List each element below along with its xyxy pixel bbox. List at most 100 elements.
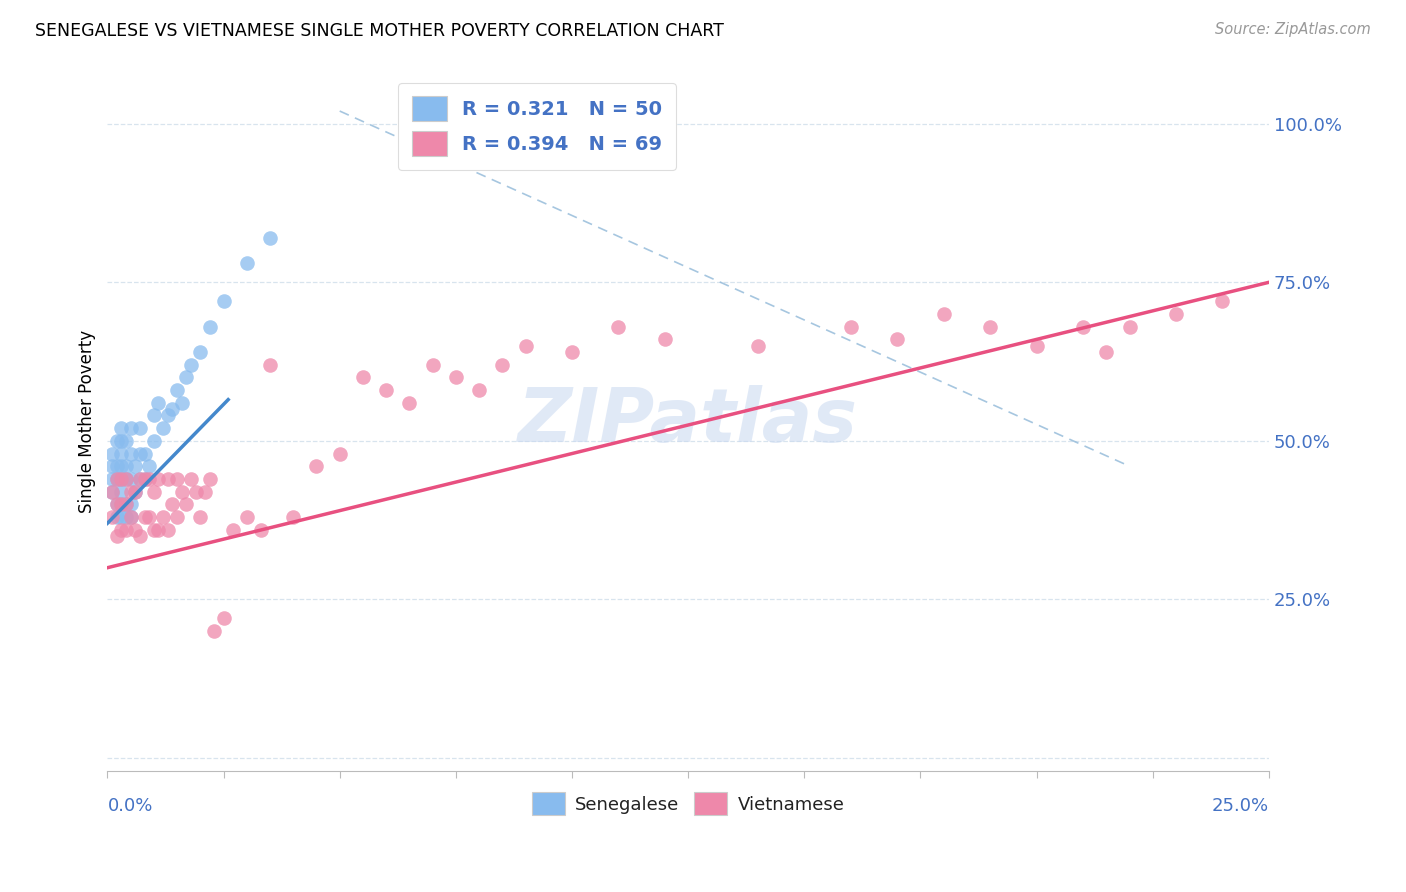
- Point: [110, 472, 132, 486]
- Point: [105, 497, 128, 511]
- Point: [115, 497, 138, 511]
- Point: [176, 370, 198, 384]
- Point: [329, 446, 352, 460]
- Point: [138, 472, 160, 486]
- Point: [468, 383, 491, 397]
- Point: [170, 396, 193, 410]
- Point: [101, 472, 124, 486]
- Point: [110, 472, 132, 486]
- Point: [156, 523, 179, 537]
- Point: [491, 358, 513, 372]
- Point: [148, 523, 170, 537]
- Point: [1164, 307, 1187, 321]
- Text: 25.0%: 25.0%: [1212, 797, 1270, 815]
- Point: [176, 497, 198, 511]
- Point: [839, 319, 862, 334]
- Point: [607, 319, 630, 334]
- Point: [259, 358, 281, 372]
- Point: [422, 358, 444, 372]
- Point: [152, 421, 174, 435]
- Point: [156, 409, 179, 423]
- Point: [101, 484, 124, 499]
- Point: [101, 446, 124, 460]
- Point: [124, 459, 146, 474]
- Point: [105, 472, 128, 486]
- Point: [101, 459, 124, 474]
- Point: [110, 446, 132, 460]
- Point: [120, 497, 142, 511]
- Point: [198, 319, 221, 334]
- Y-axis label: Single Mother Poverty: Single Mother Poverty: [79, 330, 96, 514]
- Point: [305, 459, 328, 474]
- Point: [110, 497, 132, 511]
- Point: [152, 510, 174, 524]
- Point: [115, 497, 138, 511]
- Point: [236, 256, 259, 270]
- Point: [222, 523, 245, 537]
- Point: [120, 510, 142, 524]
- Point: [375, 383, 398, 397]
- Point: [115, 523, 138, 537]
- Point: [561, 345, 583, 359]
- Point: [444, 370, 467, 384]
- Point: [979, 319, 1001, 334]
- Point: [148, 472, 170, 486]
- Point: [188, 510, 211, 524]
- Point: [124, 523, 146, 537]
- Point: [134, 472, 156, 486]
- Point: [398, 396, 420, 410]
- Point: [352, 370, 374, 384]
- Point: [156, 472, 179, 486]
- Point: [142, 484, 165, 499]
- Point: [212, 294, 235, 309]
- Point: [134, 472, 156, 486]
- Point: [198, 472, 221, 486]
- Text: SENEGALESE VS VIETNAMESE SINGLE MOTHER POVERTY CORRELATION CHART: SENEGALESE VS VIETNAMESE SINGLE MOTHER P…: [35, 22, 724, 40]
- Point: [202, 624, 225, 639]
- Point: [120, 421, 142, 435]
- Point: [1118, 319, 1140, 334]
- Point: [1095, 345, 1118, 359]
- Point: [886, 332, 908, 346]
- Point: [515, 339, 537, 353]
- Point: [212, 611, 235, 625]
- Point: [105, 472, 128, 486]
- Point: [249, 523, 271, 537]
- Text: ZIPatlas: ZIPatlas: [519, 385, 858, 458]
- Point: [747, 339, 769, 353]
- Point: [170, 484, 193, 499]
- Point: [105, 510, 128, 524]
- Point: [110, 434, 132, 448]
- Point: [120, 446, 142, 460]
- Point: [162, 402, 184, 417]
- Point: [1025, 339, 1047, 353]
- Point: [110, 459, 132, 474]
- Text: Source: ZipAtlas.com: Source: ZipAtlas.com: [1215, 22, 1371, 37]
- Point: [283, 510, 305, 524]
- Point: [110, 497, 132, 511]
- Point: [188, 345, 211, 359]
- Point: [105, 434, 128, 448]
- Point: [115, 434, 138, 448]
- Point: [115, 459, 138, 474]
- Point: [110, 510, 132, 524]
- Point: [148, 396, 170, 410]
- Point: [654, 332, 676, 346]
- Point: [129, 472, 152, 486]
- Point: [120, 484, 142, 499]
- Point: [129, 529, 152, 543]
- Point: [142, 434, 165, 448]
- Point: [120, 510, 142, 524]
- Point: [259, 231, 281, 245]
- Point: [138, 459, 160, 474]
- Point: [162, 497, 184, 511]
- Point: [129, 472, 152, 486]
- Point: [932, 307, 955, 321]
- Point: [184, 484, 207, 499]
- Point: [124, 484, 146, 499]
- Point: [105, 459, 128, 474]
- Point: [120, 472, 142, 486]
- Legend: Senegalese, Vietnamese: Senegalese, Vietnamese: [523, 783, 853, 824]
- Point: [101, 510, 124, 524]
- Point: [166, 510, 188, 524]
